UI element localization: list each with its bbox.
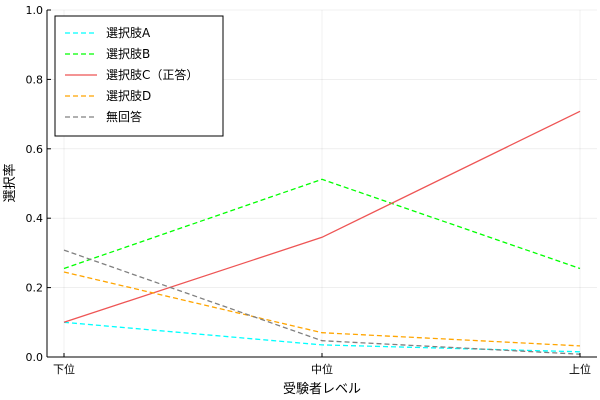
x-tick-label: 下位 (53, 362, 75, 376)
x-tick-label: 上位 (569, 362, 591, 376)
y-tick-label: 1.0 (26, 4, 44, 17)
legend-label-4: 選択肢D (106, 88, 151, 103)
legend-label-2: 選択肢B (106, 46, 150, 61)
y-axis-label: 選択率 (2, 163, 18, 202)
legend-box (54, 15, 224, 137)
axes (46, 9, 597, 358)
y-tick-label: 0.0 (26, 351, 44, 364)
tick-labels: 0.0 0.2 0.4 0.6 0.8 1.0 下位 中位 上位 (26, 4, 592, 376)
series-line-2 (63, 178, 581, 270)
series-line-5 (63, 249, 581, 355)
y-tick-label: 0.2 (26, 282, 44, 295)
y-tick-label: 0.6 (26, 143, 44, 156)
x-tick-label: 中位 (311, 362, 333, 376)
y-tick-label: 0.8 (26, 73, 44, 86)
x-axis-label: 受験者レベル (283, 382, 361, 397)
legend-label-5: 無回答 (106, 109, 142, 124)
series-lines (63, 110, 581, 355)
series-line-3 (63, 110, 581, 323)
series-line-4 (63, 271, 581, 347)
legend-label-1: 選択肢A (106, 25, 151, 40)
series-line-1 (63, 321, 581, 353)
y-tick-label: 0.4 (26, 212, 44, 225)
legend-label-3: 選択肢C（正答） (106, 67, 198, 82)
legend: 選択肢A 選択肢B 選択肢C（正答） 選択肢D 無回答 (54, 15, 224, 137)
